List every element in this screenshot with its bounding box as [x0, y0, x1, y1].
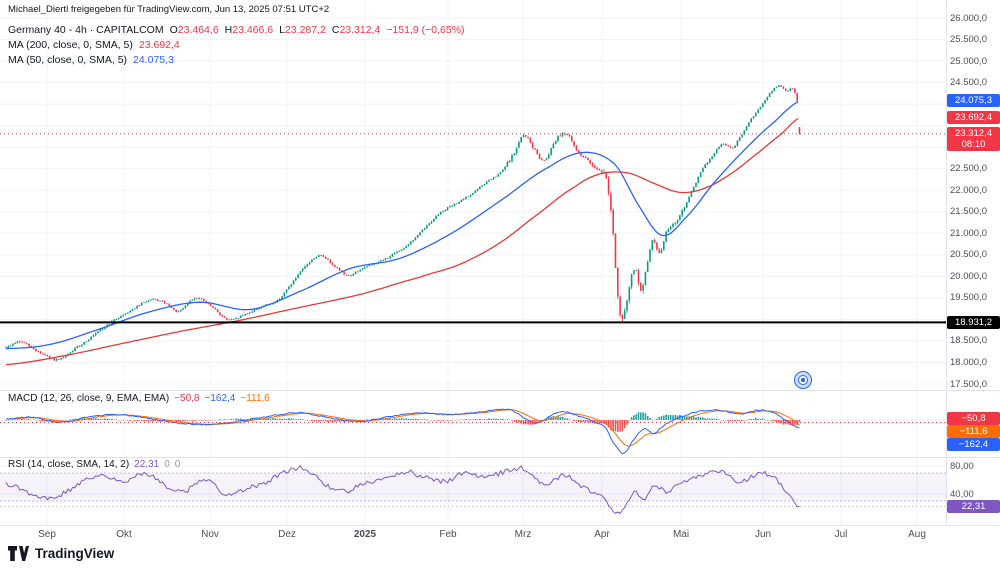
- bar-countdown: 08:10: [961, 139, 986, 151]
- tradingview-logo-icon: [8, 546, 29, 561]
- price-axis-label: 25.000,0: [950, 55, 987, 67]
- macd-signal-tag: −111,6: [947, 425, 1000, 438]
- ma50-line: [5, 101, 799, 350]
- ohlc-close: C23.312,4: [331, 23, 381, 36]
- ma200-label: MA (200, close, 0, SMA, 5): [8, 38, 133, 51]
- time-axis-label: Nov: [201, 529, 219, 540]
- price-axis-label: 19.500,0: [950, 292, 987, 304]
- macd-signal-tag-value: −111,6: [959, 426, 988, 437]
- ohlc-open: O23.464,6: [169, 23, 219, 36]
- price-axis-label: 21.500,0: [950, 206, 987, 218]
- share-attribution: Michael_Diertl freigegeben für TradingVi…: [8, 4, 330, 15]
- rsi-value-tag: 22,31: [947, 499, 1000, 513]
- macd-hist-tag-value: −50,8: [961, 413, 986, 424]
- ohlc-high: H23.466,6: [224, 23, 274, 36]
- panel-separators: [0, 0, 1000, 526]
- price-axis-label: 18.000,0: [950, 356, 987, 368]
- change-value: −151,9 (−0,65%): [386, 23, 465, 36]
- macd-line-tag-value: −162,4: [958, 439, 989, 450]
- macd-signal-line: [6, 409, 800, 447]
- time-axis-label: Apr: [594, 529, 610, 540]
- price-axis-label: 22.500,0: [950, 163, 987, 175]
- price-axis-label: 20.000,0: [950, 270, 987, 282]
- ma50-price-tag: 24.075,3: [947, 94, 1000, 108]
- horizontal-line-price-tag-value: 18.931,2: [955, 316, 992, 328]
- drawing-anchor-marker[interactable]: [794, 371, 812, 389]
- macd-panel: [0, 408, 946, 455]
- macd-line-tag: −162,4: [947, 438, 1000, 451]
- time-axis-label: 2025: [353, 529, 377, 540]
- tradingview-logo-text: TradingView: [35, 546, 115, 561]
- ma200-value: 23.692,4: [138, 38, 180, 51]
- price-lines[interactable]: [0, 133, 946, 324]
- ma200-price-tag-value: 23.692,4: [955, 111, 992, 123]
- macd-label: MACD (12, 26, close, 9, EMA, EMA): [8, 393, 170, 404]
- time-axis-label: Mai: [672, 529, 690, 540]
- time-axis-label: Dez: [278, 529, 296, 540]
- ohlc-low: L23.287,2: [279, 23, 326, 36]
- rsi-band: [0, 473, 946, 501]
- last-price-tag-value: 23.312,4: [955, 128, 992, 140]
- macd-legend-row[interactable]: MACD (12, 26, close, 9, EMA, EMA) −50,8 …: [8, 393, 270, 404]
- price-axis-label: 26.000,0: [950, 12, 987, 24]
- rsi-extra-value-1: 0: [164, 459, 170, 470]
- rsi-legend-row[interactable]: RSI (14, close, SMA, 14, 2) 22,31 0 0: [8, 459, 180, 470]
- ma50-value: 24.075,3: [133, 53, 174, 66]
- macd-hist-value: −50,8: [174, 393, 200, 404]
- macd-line: [5, 408, 800, 455]
- ma50-price-tag-value: 24.075,3: [955, 95, 992, 107]
- rsi-axis-label: 40,00: [950, 488, 974, 500]
- rsi-extra-value-2: 0: [174, 459, 181, 470]
- ma200-line: [5, 117, 799, 366]
- symbol-title: Germany 40 - 4h · CAPITALCOM: [8, 23, 164, 36]
- time-axis-label: Okt: [116, 529, 132, 540]
- rsi-panel: [0, 464, 946, 515]
- price-axis-label: 24.500,0: [950, 77, 987, 89]
- ma50-label: MA (50, close, 0, SMA, 5): [8, 53, 128, 66]
- main-legend: Germany 40 - 4h · CAPITALCOM O23.464,6 H…: [8, 22, 465, 67]
- time-axis-label: Feb: [439, 529, 457, 540]
- time-axis-label: Jul: [834, 529, 848, 540]
- time-axis-label: Sep: [38, 529, 56, 540]
- macd-signal-value: −111,6: [240, 393, 270, 404]
- price-axis-label: 22.000,0: [950, 184, 987, 196]
- macd-hist-tag: −50,8: [947, 412, 1000, 425]
- rsi-label: RSI (14, close, SMA, 14, 2): [8, 459, 130, 470]
- symbol-legend-row[interactable]: Germany 40 - 4h · CAPITALCOM O23.464,6 H…: [8, 22, 465, 37]
- price-axis-label: 21.000,0: [950, 227, 987, 239]
- candlestick-series: [5, 85, 801, 362]
- ma200-price-tag: 23.692,4: [947, 110, 1000, 124]
- rsi-value: 22,31: [134, 459, 160, 470]
- macd-line-value: −162,4: [204, 393, 236, 404]
- rsi-value-tag-value: 22,31: [961, 500, 986, 512]
- grid-lines: [0, 0, 946, 525]
- time-axis-label: Aug: [908, 529, 926, 540]
- tradingview-logo[interactable]: TradingView: [8, 546, 114, 561]
- last-price-tag: 23.312,4 08:10: [947, 127, 1000, 152]
- ma50-legend-row[interactable]: MA (50, close, 0, SMA, 5) 24.075,3: [8, 52, 465, 67]
- time-axis-label: Mrz: [514, 529, 532, 540]
- price-axis-label: 20.500,0: [950, 249, 987, 261]
- price-axis-label: 18.500,0: [950, 335, 987, 347]
- price-axis-label: 17.500,0: [950, 378, 987, 390]
- rsi-axis-label: 80,00: [950, 460, 974, 472]
- moving-averages: [5, 101, 799, 366]
- rsi-line: [5, 464, 800, 515]
- horizontal-line-price-tag: 18.931,2: [947, 315, 1000, 329]
- ma200-legend-row[interactable]: MA (200, close, 0, SMA, 5) 23.692,4: [8, 37, 465, 52]
- price-axis-label: 25.500,0: [950, 34, 987, 46]
- time-axis-label: Jun: [754, 529, 772, 540]
